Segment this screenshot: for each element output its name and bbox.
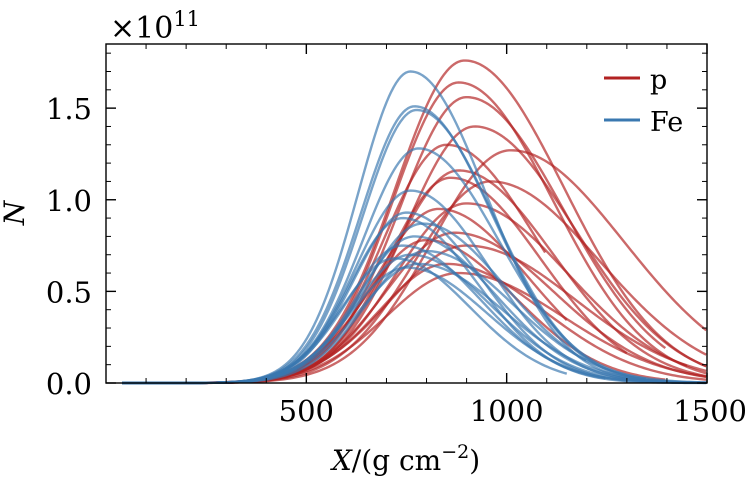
y-tick-label: 1.0 [46,184,92,218]
iron-shower-curve-1 [122,70,707,385]
legend-label-p: p [650,65,667,96]
x-tick-label: 500 [279,394,334,428]
legend-label-fe: Fe [650,107,683,138]
x-tick-labels: 500 1000 1500 [279,394,747,428]
y-tick-label: 0.0 [46,367,92,401]
proton-shower-curve-2 [122,81,707,385]
legend: p Fe [604,65,683,138]
proton-shower-curve-16 [122,271,707,385]
iron-shower-curve-6 [122,211,627,385]
y-tick-labels: 0.0 0.5 1.0 1.5 [46,92,92,401]
y-tick-label: 0.5 [46,275,92,309]
x-axis-label: X/(g cm−2) [330,441,480,477]
y-multiplier: ×1011 [110,7,200,46]
proton-shower-curve-14 [122,244,707,385]
x-tick-label: 1500 [673,394,747,428]
iron-curves [122,70,707,385]
plot-frame [105,43,708,384]
y-tick-label: 1.5 [46,92,92,126]
axis-ticks [106,44,708,384]
y-axis-label: N [0,199,31,226]
x-tick-label: 1000 [470,394,544,428]
proton-curves [122,59,707,385]
